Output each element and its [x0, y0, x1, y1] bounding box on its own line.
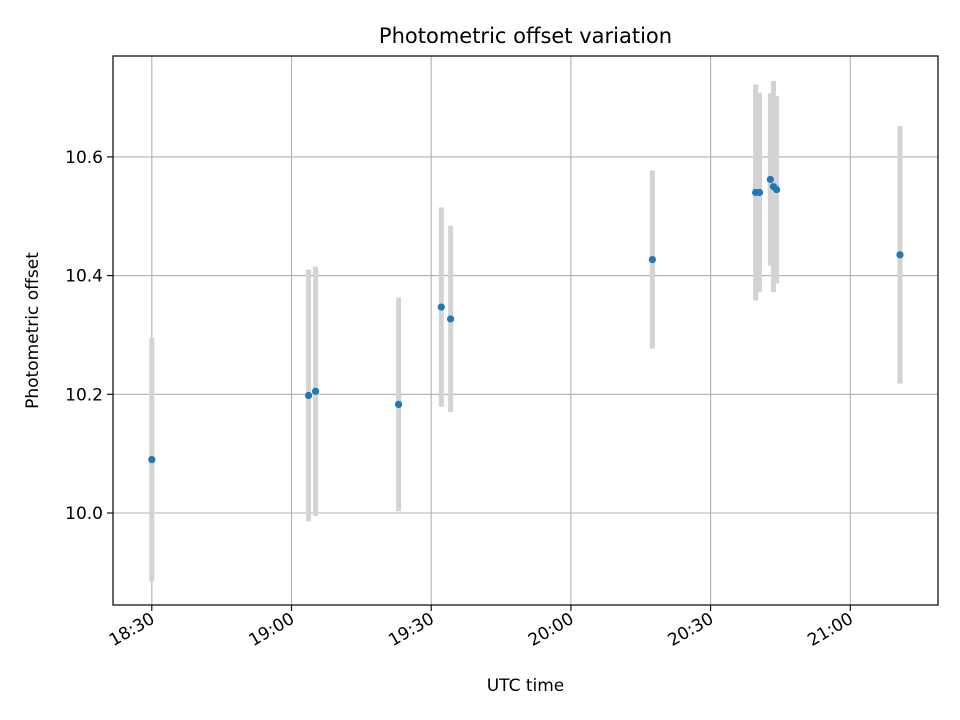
- data-point: [896, 251, 904, 259]
- y-tick-label: 10.6: [65, 148, 103, 168]
- y-tick-label: 10.2: [65, 385, 103, 405]
- data-point: [772, 185, 781, 194]
- data-point: [304, 391, 313, 400]
- x-axis-ticks: 18:30 19:00 19:30 20:00 20:30 21:00: [106, 605, 857, 651]
- data-point: [395, 400, 403, 408]
- data-point: [447, 315, 455, 323]
- y-axis-ticks: 10.0 10.2 10.4 10.6: [65, 148, 113, 524]
- y-axis-label: Photometric offset: [23, 252, 43, 409]
- x-tick-label: 21:00: [804, 609, 856, 651]
- x-tick-label: 18:30: [106, 609, 158, 651]
- x-tick-label: 19:00: [246, 609, 298, 651]
- grid: [113, 56, 938, 605]
- x-axis-label: UTC time: [487, 676, 565, 696]
- x-tick-label: 20:30: [665, 609, 717, 651]
- y-tick-label: 10.0: [65, 504, 103, 524]
- x-tick-label: 19:30: [385, 609, 437, 651]
- x-tick-label: 20:00: [525, 609, 577, 651]
- y-tick-label: 10.4: [65, 267, 103, 287]
- errorbars: [149, 80, 903, 582]
- data-point: [311, 387, 320, 395]
- data-point: [766, 175, 774, 184]
- data-point: [437, 303, 445, 311]
- data-point: [148, 455, 156, 464]
- plot-frame: [112, 55, 939, 606]
- data-points: [148, 175, 904, 464]
- data-point: [648, 255, 656, 264]
- data-point: [755, 188, 764, 197]
- chart-title: Photometric offset variation: [379, 24, 672, 48]
